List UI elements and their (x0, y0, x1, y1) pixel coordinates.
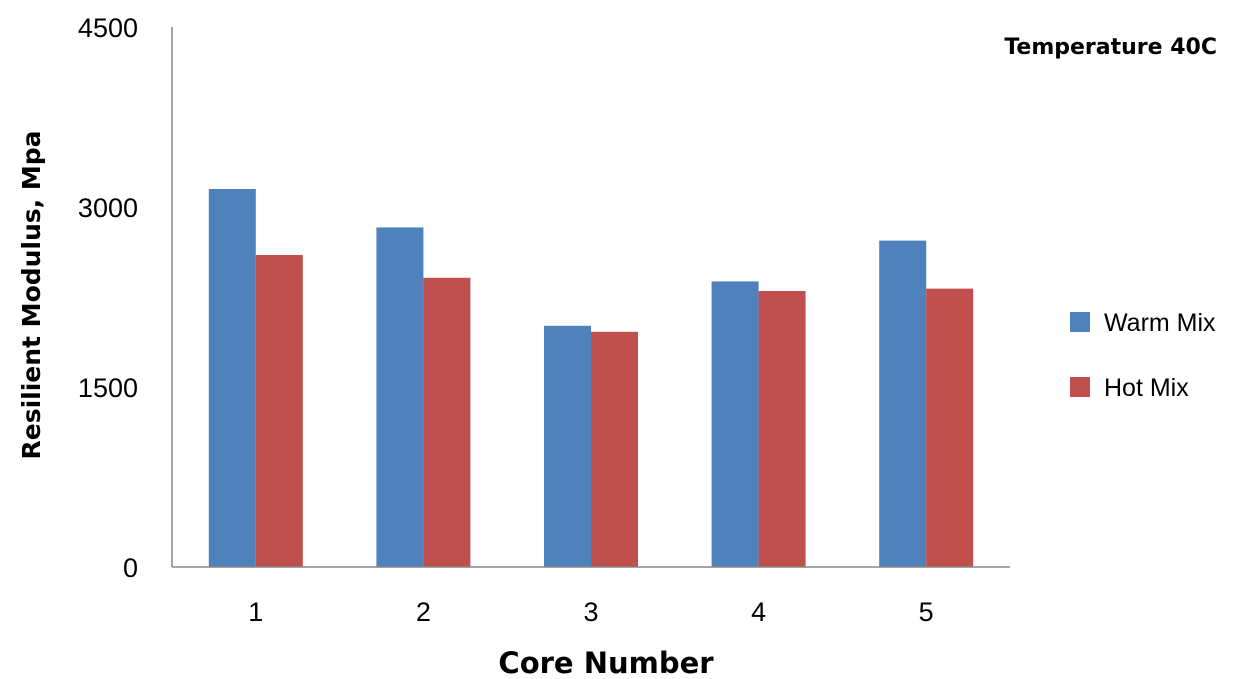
legend: Warm Mix Hot Mix (1070, 309, 1216, 402)
y-tick-label: 1500 (78, 373, 138, 403)
bar-warm-mix-5 (879, 240, 927, 567)
bar-hot-mix-3 (591, 331, 638, 567)
bar-hot-mix-2 (423, 277, 471, 567)
x-tick-label: 1 (248, 597, 263, 627)
bar-warm-mix-3 (544, 325, 591, 567)
y-tick-label: 4500 (78, 13, 138, 43)
x-tick-label: 5 (919, 597, 934, 627)
legend-label-warm-mix: Warm Mix (1104, 309, 1216, 337)
legend-label-hot-mix: Hot Mix (1104, 374, 1189, 402)
y-axis-title: Resilient Modulus, Mpa (17, 130, 46, 459)
bar-warm-mix-4 (711, 281, 759, 567)
y-tick-label: 0 (123, 553, 138, 583)
bar-hot-mix-4 (758, 291, 806, 567)
x-axis-title: Core Number (498, 646, 714, 679)
bar-warm-mix-1 (208, 189, 256, 567)
legend-swatch-warm-mix (1070, 312, 1090, 332)
x-tick-label: 3 (583, 597, 598, 627)
y-axis: 0 1500 3000 4500 (78, 13, 173, 583)
legend-swatch-hot-mix (1070, 377, 1090, 397)
chart-annotation: Temperature 40C (1004, 35, 1217, 60)
x-tick-label: 4 (751, 597, 766, 627)
bar-hot-mix-5 (926, 288, 974, 567)
bar-warm-mix-2 (376, 227, 424, 567)
x-tick-label: 2 (416, 597, 431, 627)
y-tick-label: 3000 (78, 193, 138, 223)
plot-area (208, 189, 974, 567)
bar-hot-mix-1 (255, 255, 303, 567)
x-axis: 1 2 3 4 5 (172, 566, 1010, 627)
